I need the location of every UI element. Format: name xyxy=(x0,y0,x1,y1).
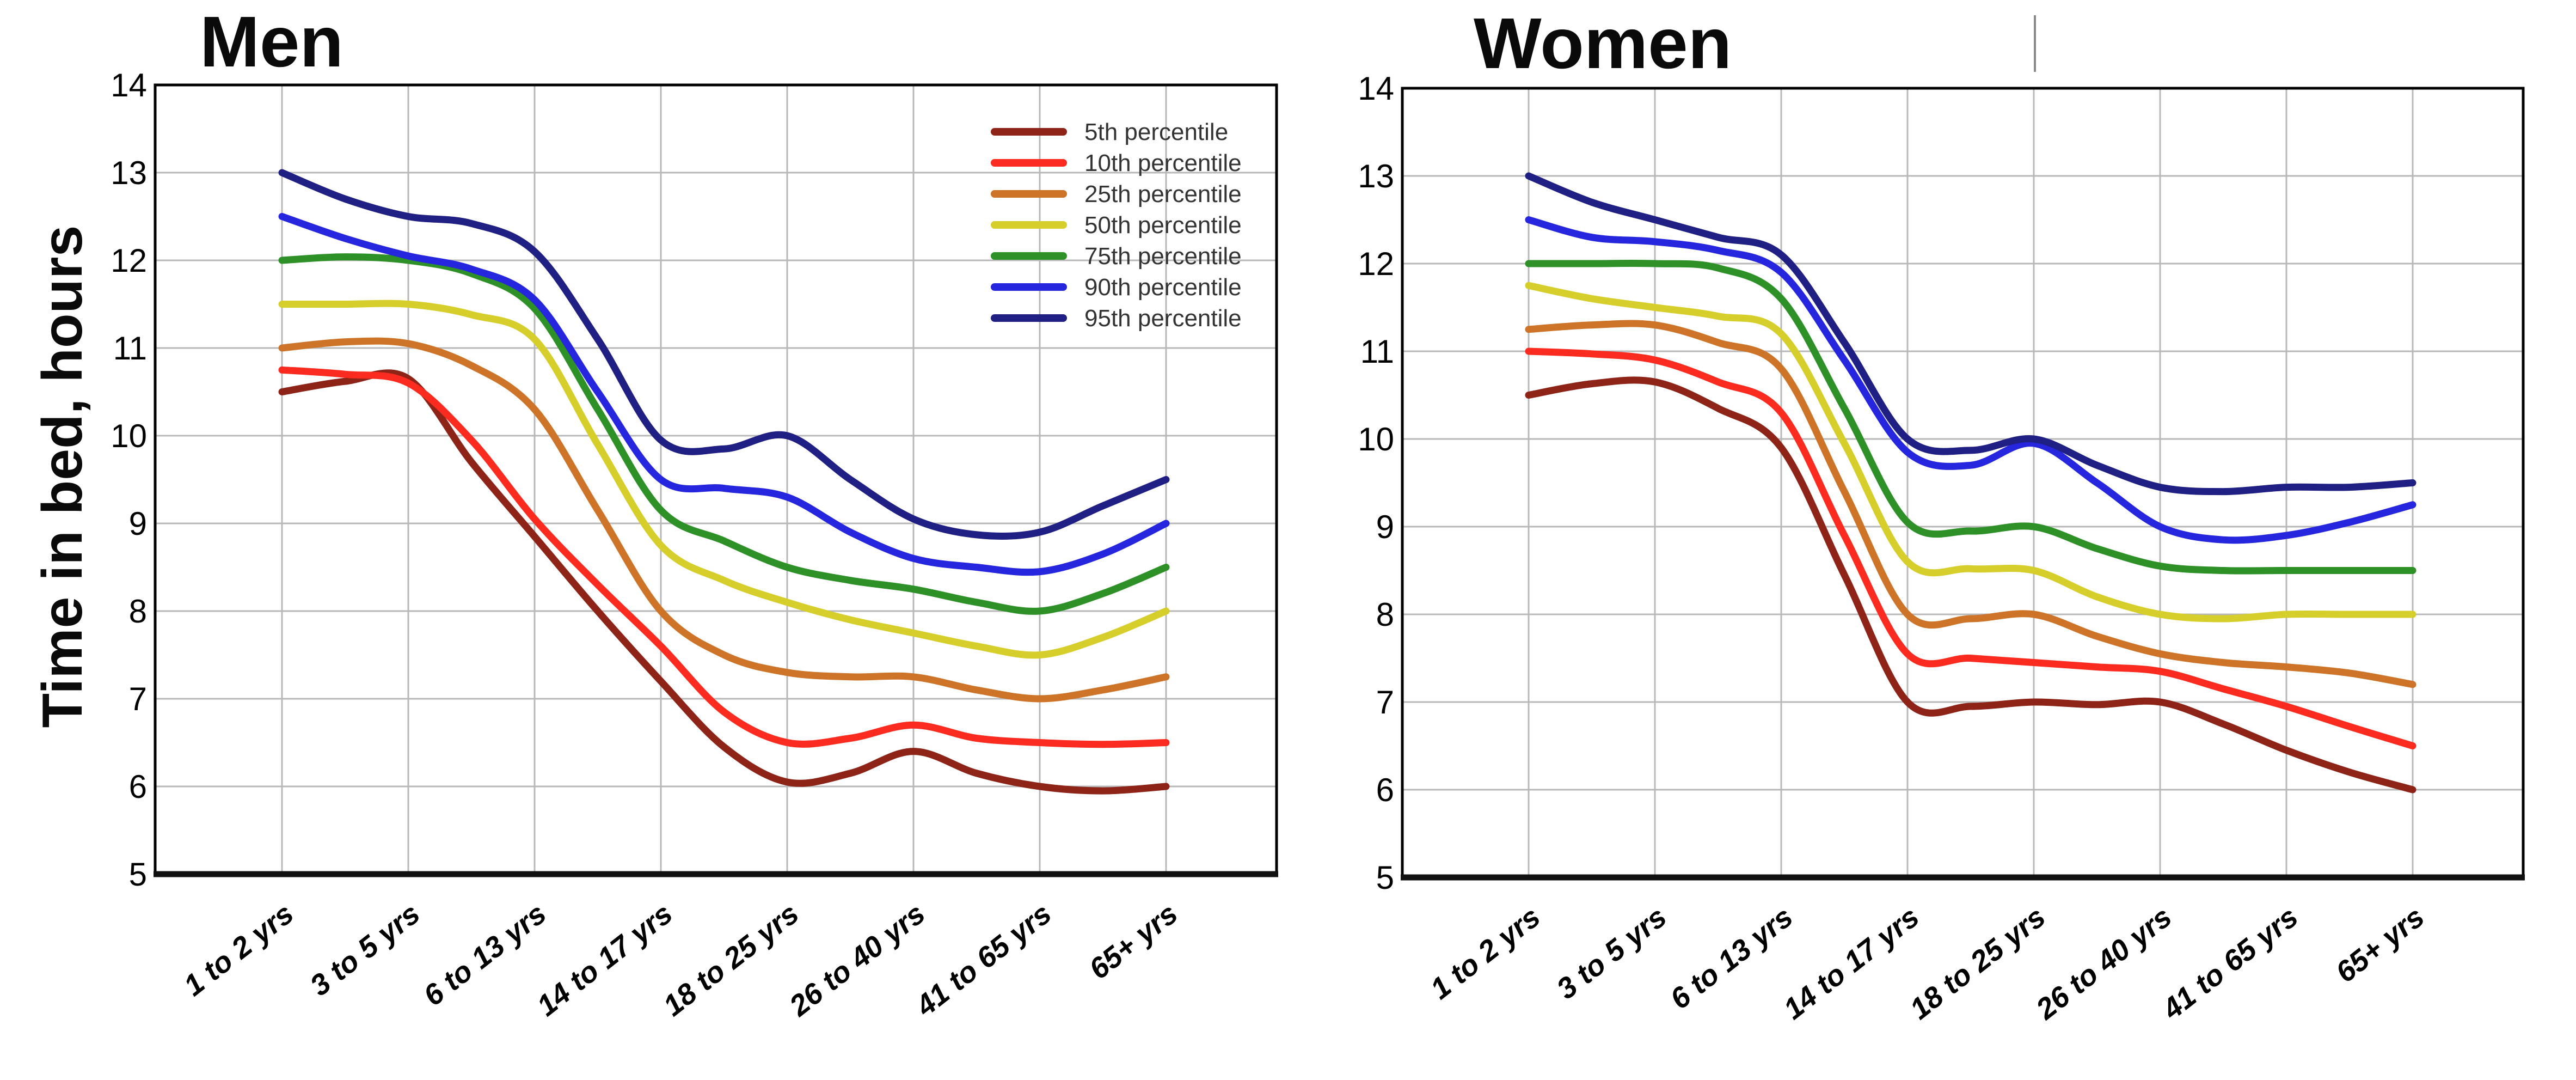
y-tick-label-8-men: 8 xyxy=(129,593,147,630)
legend-label-95th: 95th percentile xyxy=(1084,305,1242,332)
x-tick-label-2-men: 3 to 5 yrs xyxy=(304,897,426,1002)
x-tick-label-3-women: 6 to 13 yrs xyxy=(1664,900,1799,1016)
legend-label-5th: 5th percentile xyxy=(1084,119,1228,145)
series-line-75th-men xyxy=(278,253,1170,615)
x-tick-label-8-men: 65+ yrs xyxy=(1083,897,1184,986)
x-tick-label-6-men: 26 to 40 yrs xyxy=(783,897,931,1023)
y-tick-label-14-men: 14 xyxy=(111,67,147,103)
plot-border-women xyxy=(1401,87,2525,879)
legend-label-50th: 50th percentile xyxy=(1084,212,1242,239)
series-line-50th-men xyxy=(278,300,1170,659)
y-tick-label-8-women: 8 xyxy=(1376,596,1394,633)
y-tick-label-7-men: 7 xyxy=(129,681,147,717)
y-tick-label-13-men: 13 xyxy=(111,155,147,191)
series-line-75th-women xyxy=(1525,259,2416,575)
series-line-95th-men xyxy=(278,169,1170,540)
x-tick-label-6-women: 26 to 40 yrs xyxy=(2029,900,2178,1026)
chart-title-men: Men xyxy=(200,2,344,82)
y-tick-label-14-women: 14 xyxy=(1358,70,1394,107)
y-tick-label-6-women: 6 xyxy=(1376,772,1394,808)
series-line-90th-men xyxy=(278,213,1170,576)
x-tick-label-3-men: 6 to 13 yrs xyxy=(418,897,552,1012)
y-tick-label-11-men: 11 xyxy=(113,330,147,367)
series-line-5th-women xyxy=(1525,376,2416,794)
x-tick-label-7-men: 41 to 65 yrs xyxy=(909,897,1057,1023)
x-tick-label-1-men: 1 to 2 yrs xyxy=(178,897,300,1002)
y-tick-label-6-men: 6 xyxy=(129,768,147,805)
y-tick-label-5-women: 5 xyxy=(1376,859,1394,896)
series-line-10th-men xyxy=(278,366,1170,748)
chart-title-women: Women xyxy=(1474,3,1732,83)
y-tick-label-5-men: 5 xyxy=(129,856,147,893)
x-tick-label-4-women: 14 to 17 yrs xyxy=(1777,900,1925,1026)
x-tick-label-2-women: 3 to 5 yrs xyxy=(1551,900,1673,1005)
x-tick-label-4-men: 14 to 17 yrs xyxy=(531,897,678,1022)
legend-label-10th: 10th percentile xyxy=(1084,150,1242,176)
y-tick-label-11-women: 11 xyxy=(1360,333,1394,370)
series-line-10th-women xyxy=(1525,347,2416,749)
y-tick-label-12-women: 12 xyxy=(1358,246,1394,282)
y-tick-label-12-men: 12 xyxy=(111,242,147,279)
x-tick-label-1-women: 1 to 2 yrs xyxy=(1425,900,1547,1005)
y-tick-label-9-women: 9 xyxy=(1376,509,1394,545)
x-tick-label-5-women: 18 to 25 yrs xyxy=(1904,900,2051,1026)
y-tick-label-10-men: 10 xyxy=(111,418,147,454)
y-tick-label-7-women: 7 xyxy=(1376,684,1394,721)
series-line-25th-men xyxy=(278,337,1170,703)
y-tick-label-13-women: 13 xyxy=(1358,158,1394,194)
x-tick-label-5-men: 18 to 25 yrs xyxy=(657,897,805,1022)
series-line-95th-women xyxy=(1525,172,2416,496)
x-tick-label-8-women: 65+ yrs xyxy=(2330,900,2431,989)
series-line-25th-women xyxy=(1525,320,2416,688)
legend-label-25th: 25th percentile xyxy=(1084,181,1242,208)
legend-label-75th: 75th percentile xyxy=(1084,243,1242,270)
series-line-50th-women xyxy=(1525,282,2416,623)
series-line-90th-women xyxy=(1525,216,2416,544)
legend-label-90th: 90th percentile xyxy=(1084,274,1242,301)
y-axis-title: Time in bed, hours xyxy=(31,225,94,728)
y-tick-label-10-women: 10 xyxy=(1358,421,1394,457)
y-tick-label-9-men: 9 xyxy=(129,505,147,542)
x-tick-label-7-women: 41 to 65 yrs xyxy=(2156,900,2304,1026)
